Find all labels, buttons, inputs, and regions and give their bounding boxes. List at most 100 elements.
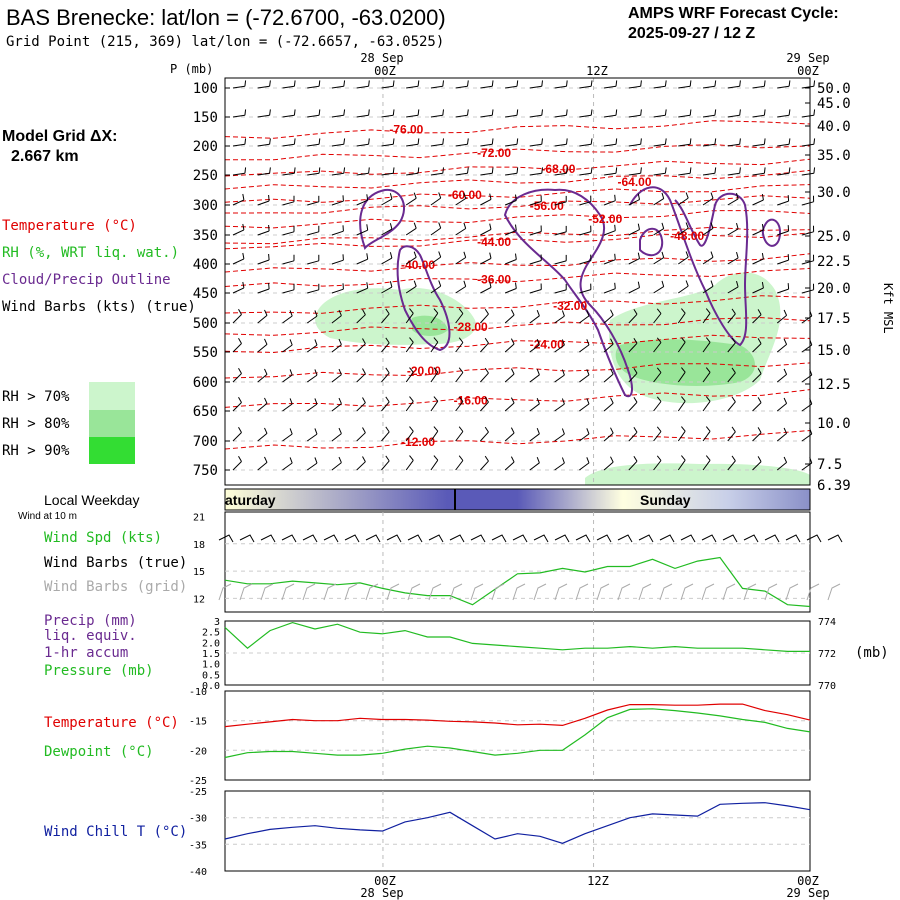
temp-contour-line-12 <box>224 317 811 336</box>
wind-barb-shaft <box>405 372 414 383</box>
wind-barb-flag <box>314 428 318 435</box>
wind-barb-flag <box>392 109 395 116</box>
wind-barb-shaft <box>455 431 464 442</box>
wind-barb-flag <box>813 167 816 174</box>
wind-barb-flag <box>242 223 245 230</box>
wind-barb-shaft <box>306 403 318 412</box>
wind-barb-shaft <box>480 372 489 383</box>
temp-contour-line-6 <box>224 210 811 229</box>
wind-barb-flag <box>442 80 444 87</box>
wind-barb-flag <box>516 138 519 145</box>
wind-barb-flag <box>813 80 816 87</box>
weekday-sunday: Sunday <box>640 492 691 508</box>
wind-barb-shaft <box>232 461 242 471</box>
wind-barb-flag <box>536 369 540 375</box>
wind-chill-line <box>224 802 811 844</box>
wind-barb-shaft <box>529 260 542 265</box>
wind-barb-shaft <box>653 460 662 471</box>
wind-barb-true <box>743 534 759 543</box>
temp-contour-label: -36.00 <box>477 273 511 287</box>
wind-barb-shaft <box>702 431 711 442</box>
wind-barb-shaft <box>282 462 293 471</box>
wind-barb-shaft <box>677 371 686 383</box>
wind-barb-shaft <box>381 85 394 89</box>
wind-barb-flag <box>736 192 739 200</box>
wind-barb-flag <box>656 337 662 343</box>
temp-panel-label: Temperature (°C) <box>44 715 179 731</box>
wind-barb-true <box>785 534 801 543</box>
wind-barb-shaft <box>603 432 614 442</box>
wind-barb-shaft <box>727 372 736 383</box>
wind-barb-flag <box>368 138 370 145</box>
wind-barb-flag <box>489 223 492 230</box>
wind-barb-flag <box>714 80 717 87</box>
wind-barb-flag <box>586 457 590 464</box>
wind-barb-flag <box>610 368 614 375</box>
wind-barb-shaft <box>480 431 489 442</box>
wind-barb-shaft <box>702 143 715 147</box>
wind-barb-flag <box>689 109 692 116</box>
precip-tick-label: 1.0 <box>202 660 220 671</box>
wind-barb-shaft <box>331 230 344 236</box>
wind-barb-shaft <box>257 200 270 206</box>
wind-barb-shaft <box>777 85 790 89</box>
wind-barb-shaft <box>257 230 270 236</box>
wind-barb-shaft <box>702 401 711 412</box>
wind-barb-flag <box>714 138 717 145</box>
wind-barb-flag <box>731 337 736 344</box>
wind-barb-shaft <box>752 343 762 353</box>
wind-barb-grid <box>239 583 253 601</box>
wind-barb-shaft <box>554 374 565 383</box>
wind-barb-shaft <box>455 143 468 147</box>
wind-barb-flag <box>417 109 420 116</box>
grid-point-label: Grid Point (215, 369) lat/lon = (-72.665… <box>6 34 444 50</box>
temp-contour-label: -64.00 <box>617 175 651 189</box>
wind-barb-shaft <box>752 461 762 471</box>
wind-barb-flag <box>710 222 714 229</box>
wind-barb-shaft <box>282 315 293 324</box>
wind-barb-flag <box>467 80 469 87</box>
wind-barb-flag <box>586 428 590 435</box>
wind-barb-shaft <box>331 85 344 89</box>
wind-barb-flag <box>736 280 739 288</box>
temp-contour-label: -12.00 <box>401 435 435 449</box>
wind-barb-shaft <box>406 172 419 176</box>
wind-barb-shaft <box>554 143 567 147</box>
wind-barb-flag <box>366 194 369 201</box>
wind-barb-grid <box>281 583 295 601</box>
wind-barb-shaft <box>554 85 567 89</box>
wind-barb-shaft <box>331 259 344 265</box>
temp-contour-line-13 <box>224 334 811 354</box>
wind-barb-true <box>260 534 276 543</box>
wind-barb-shaft <box>677 341 686 353</box>
wind-barb-true <box>344 534 360 543</box>
wind-barb-shaft <box>331 315 342 324</box>
upper-air-frame <box>224 77 811 486</box>
wind-barb-shaft <box>529 374 540 383</box>
temp-contour-line-5 <box>224 195 811 214</box>
wind-barb-flag <box>484 367 489 374</box>
wind-barb-shaft <box>579 403 590 412</box>
wind-barb-flag <box>761 282 764 289</box>
wind-barb-shaft <box>727 114 740 118</box>
wind-barb-shaft <box>381 313 390 324</box>
wind-barb-shaft <box>801 260 814 265</box>
wind-barb-flag <box>413 280 417 287</box>
wind-barb-flag <box>385 396 390 403</box>
wind-barb-flag <box>615 167 618 174</box>
pressure-tick-label: 450 <box>193 286 218 302</box>
wind-barb-flag <box>685 280 689 287</box>
wind-barb-flag <box>731 426 736 433</box>
wind-barb-flag <box>590 109 593 116</box>
wind-barb-shaft <box>306 374 318 383</box>
wind-barb-flag <box>413 251 417 258</box>
wind-barb-flag <box>566 109 568 116</box>
wind-barb-shaft <box>504 288 517 294</box>
pressure-tick-label: 100 <box>193 81 218 97</box>
wind-barb-shaft <box>529 462 540 471</box>
wind-barb-shaft <box>504 230 517 236</box>
wind-barb-flag <box>338 456 342 463</box>
wind-barb-flag <box>510 309 515 316</box>
wind-barb-flag <box>242 281 245 288</box>
wind-barb-flag <box>566 167 568 174</box>
